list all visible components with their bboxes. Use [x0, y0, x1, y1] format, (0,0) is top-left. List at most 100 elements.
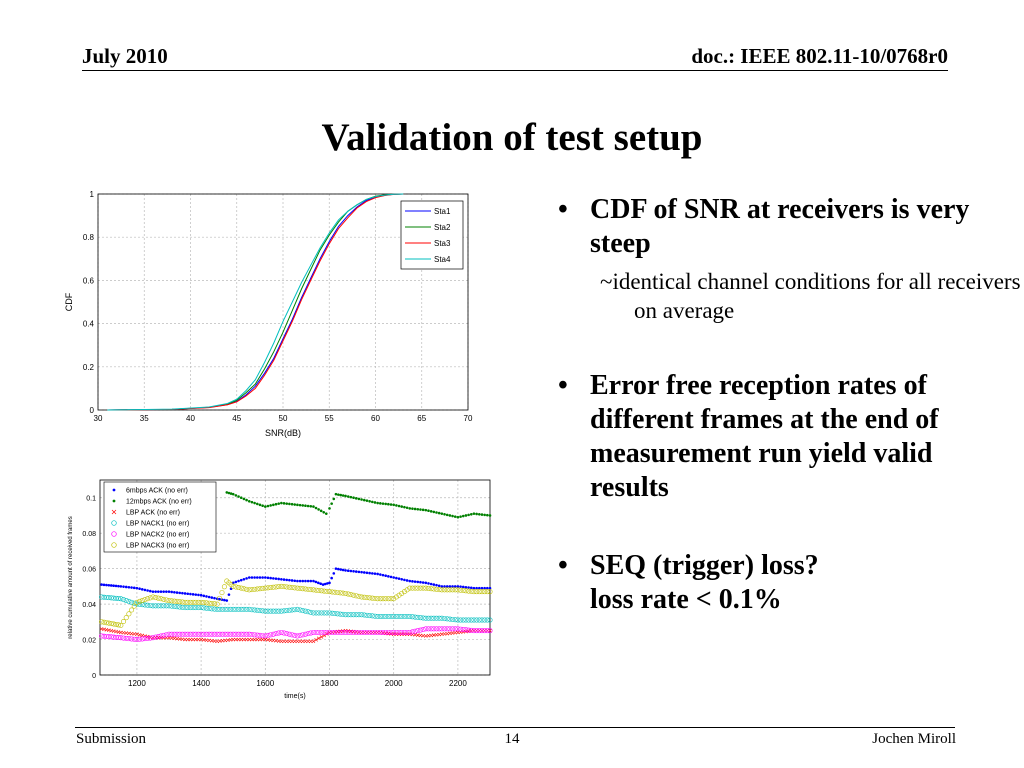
data-point	[182, 631, 188, 637]
data-point	[265, 632, 271, 638]
data-point	[388, 629, 394, 635]
data-point	[174, 631, 180, 637]
data-point	[265, 608, 271, 614]
data-point	[234, 580, 238, 584]
data-point	[219, 590, 225, 596]
data-point	[487, 589, 493, 595]
data-point	[337, 493, 340, 496]
data-point	[268, 585, 274, 591]
data-point	[199, 593, 203, 597]
data-point	[377, 596, 383, 602]
data-point	[276, 584, 282, 590]
data-point	[252, 607, 258, 613]
data-point	[134, 637, 140, 643]
data-point	[381, 573, 385, 577]
data-point	[209, 601, 215, 607]
data-point	[198, 599, 204, 605]
data-point	[228, 606, 234, 612]
data-point	[111, 634, 117, 640]
data-point	[448, 585, 452, 588]
data-point	[467, 513, 470, 517]
data-point	[450, 626, 456, 632]
data-point	[181, 591, 184, 595]
plot-frame	[97, 193, 469, 411]
data-point	[451, 585, 454, 588]
data-point	[349, 495, 353, 499]
data-point	[207, 595, 211, 599]
data-point	[177, 599, 183, 605]
data-point	[139, 636, 145, 642]
data-point	[437, 584, 441, 588]
data-point	[343, 629, 349, 635]
data-point	[188, 637, 193, 642]
data-point	[121, 619, 127, 625]
data-point	[255, 637, 260, 642]
data-point	[253, 501, 256, 505]
data-point	[191, 593, 195, 596]
data-point	[463, 588, 469, 594]
data-point	[292, 607, 298, 613]
data-point	[252, 586, 258, 592]
data-point	[178, 591, 182, 595]
data-point	[391, 596, 397, 602]
data-point	[484, 617, 490, 623]
data-point	[370, 630, 375, 635]
data-point	[290, 639, 294, 644]
data-point	[330, 502, 333, 505]
legend-swatch	[111, 520, 117, 526]
data-point	[353, 593, 359, 599]
data-point	[436, 615, 442, 621]
data-point	[405, 632, 409, 637]
data-point	[391, 629, 397, 635]
data-point	[147, 595, 153, 601]
data-point	[440, 512, 444, 515]
data-point	[388, 614, 394, 620]
data-point	[476, 617, 482, 623]
data-point	[305, 586, 311, 592]
y-tick-label: 0.2	[83, 363, 95, 372]
data-point	[335, 590, 341, 596]
data-point	[254, 607, 260, 613]
data-point	[129, 607, 135, 613]
data-point	[413, 507, 417, 511]
data-point	[372, 629, 378, 635]
data-point	[117, 584, 120, 588]
data-point	[359, 594, 365, 600]
data-point	[276, 608, 282, 614]
data-point	[162, 590, 165, 593]
data-point	[130, 586, 133, 589]
data-point	[321, 583, 325, 586]
data-point	[383, 614, 389, 620]
data-point	[322, 510, 326, 514]
data-point	[379, 573, 382, 576]
data-point	[246, 631, 252, 637]
data-point	[341, 568, 345, 572]
data-point	[201, 600, 207, 606]
data-point	[448, 514, 452, 517]
data-point	[202, 594, 206, 598]
data-point	[190, 631, 196, 637]
data-point	[380, 629, 386, 635]
data-point	[155, 634, 161, 640]
data-point	[118, 596, 124, 602]
data-point	[118, 622, 124, 628]
data-point	[236, 637, 241, 642]
data-point	[135, 586, 139, 590]
data-point	[242, 577, 246, 581]
data-point	[459, 585, 462, 588]
data-point	[472, 512, 476, 515]
data-point	[417, 627, 423, 633]
data-point	[400, 505, 404, 508]
data-point	[174, 598, 180, 604]
data-point	[471, 617, 477, 623]
data-point	[255, 502, 259, 506]
data-point	[230, 631, 236, 637]
data-point	[298, 503, 302, 507]
bullet-text-line2: loss rate < 0.1%	[590, 584, 782, 615]
data-point	[337, 611, 343, 617]
data-point	[147, 603, 153, 609]
data-point	[250, 500, 254, 504]
data-point	[419, 580, 422, 584]
data-point	[250, 576, 254, 579]
data-point	[379, 502, 382, 505]
